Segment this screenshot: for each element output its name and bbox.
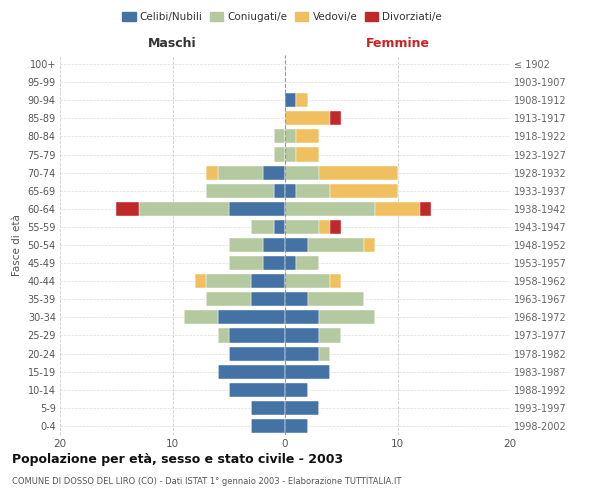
- Bar: [251, 401, 285, 415]
- Bar: [308, 292, 364, 306]
- Bar: [285, 310, 319, 324]
- Text: Maschi: Maschi: [148, 36, 197, 50]
- Bar: [285, 328, 319, 342]
- Bar: [285, 256, 296, 270]
- Bar: [285, 401, 319, 415]
- Bar: [285, 292, 308, 306]
- Bar: [375, 202, 420, 216]
- Bar: [364, 238, 375, 252]
- Bar: [195, 274, 206, 288]
- Bar: [139, 202, 229, 216]
- Bar: [285, 130, 296, 143]
- Bar: [218, 166, 263, 179]
- Text: COMUNE DI DOSSO DEL LIRO (CO) - Dati ISTAT 1° gennaio 2003 - Elaborazione TUTTIT: COMUNE DI DOSSO DEL LIRO (CO) - Dati IST…: [12, 478, 401, 486]
- Bar: [285, 346, 319, 360]
- Bar: [319, 166, 398, 179]
- Bar: [308, 238, 364, 252]
- Bar: [296, 184, 330, 198]
- Legend: Celibi/Nubili, Coniugati/e, Vedovi/e, Divorziati/e: Celibi/Nubili, Coniugati/e, Vedovi/e, Di…: [118, 8, 446, 26]
- Bar: [116, 202, 139, 216]
- Text: Femmine: Femmine: [365, 36, 430, 50]
- Bar: [296, 148, 319, 162]
- Bar: [251, 419, 285, 433]
- Bar: [274, 130, 285, 143]
- Bar: [319, 310, 375, 324]
- Bar: [263, 238, 285, 252]
- Bar: [296, 93, 308, 108]
- Bar: [263, 256, 285, 270]
- Bar: [330, 274, 341, 288]
- Bar: [229, 256, 263, 270]
- Bar: [296, 256, 319, 270]
- Bar: [285, 202, 375, 216]
- Bar: [206, 292, 251, 306]
- Bar: [330, 112, 341, 126]
- Bar: [319, 346, 330, 360]
- Bar: [285, 238, 308, 252]
- Bar: [229, 238, 263, 252]
- Bar: [285, 148, 296, 162]
- Bar: [251, 292, 285, 306]
- Bar: [420, 202, 431, 216]
- Bar: [285, 93, 296, 108]
- Bar: [218, 364, 285, 378]
- Bar: [285, 419, 308, 433]
- Bar: [274, 184, 285, 198]
- Bar: [285, 112, 330, 126]
- Bar: [285, 274, 330, 288]
- Bar: [330, 220, 341, 234]
- Bar: [296, 130, 319, 143]
- Bar: [206, 184, 274, 198]
- Bar: [263, 166, 285, 179]
- Bar: [319, 328, 341, 342]
- Bar: [285, 166, 319, 179]
- Bar: [218, 310, 285, 324]
- Bar: [184, 310, 218, 324]
- Bar: [206, 274, 251, 288]
- Bar: [251, 274, 285, 288]
- Bar: [218, 328, 229, 342]
- Bar: [285, 382, 308, 397]
- Text: Popolazione per età, sesso e stato civile - 2003: Popolazione per età, sesso e stato civil…: [12, 452, 343, 466]
- Bar: [229, 382, 285, 397]
- Bar: [285, 184, 296, 198]
- Bar: [285, 220, 319, 234]
- Bar: [274, 220, 285, 234]
- Bar: [206, 166, 218, 179]
- Bar: [251, 220, 274, 234]
- Bar: [229, 346, 285, 360]
- Bar: [330, 184, 398, 198]
- Bar: [285, 364, 330, 378]
- Bar: [274, 148, 285, 162]
- Y-axis label: Fasce di età: Fasce di età: [12, 214, 22, 276]
- Bar: [229, 202, 285, 216]
- Bar: [229, 328, 285, 342]
- Bar: [319, 220, 330, 234]
